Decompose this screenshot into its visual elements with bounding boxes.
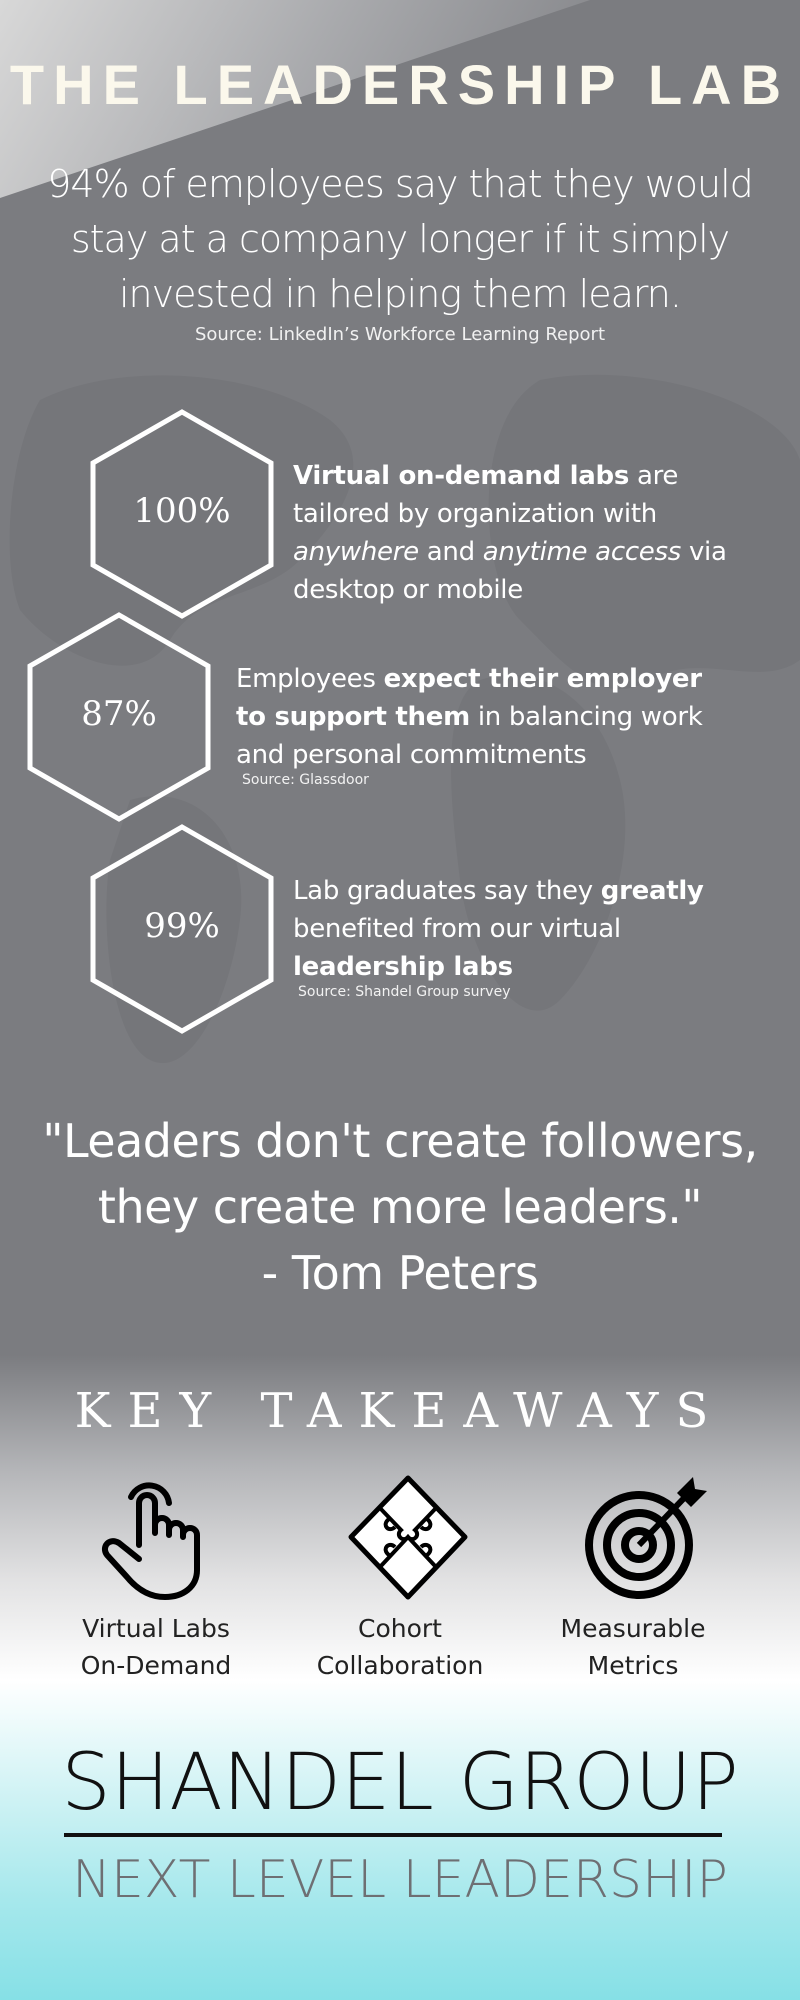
stat-text: Virtual on-demand labs xyxy=(293,461,630,491)
stat-text: leadership labs xyxy=(293,952,513,982)
stat-text: benefited from our virtual xyxy=(293,914,621,944)
world-map-graphic xyxy=(9,374,800,1064)
puzzle-icon xyxy=(348,1475,468,1600)
takeaway-label: Measurable xyxy=(560,1614,706,1643)
lead-source: Source: LinkedIn’s Workforce Learning Re… xyxy=(194,324,606,345)
stat-description: Lab graduates say they greatly benefited… xyxy=(293,872,713,986)
takeaway-cohort: Cohort Collaboration xyxy=(280,1610,520,1684)
stat-text: Employees xyxy=(236,664,384,694)
stat-text: expect their employer to support them xyxy=(236,664,702,732)
hexagon-frame xyxy=(90,824,274,1034)
stat-text: Lab graduates say they xyxy=(293,876,601,906)
takeaway-label: On-Demand xyxy=(80,1651,232,1680)
takeaway-virtual-labs: Virtual Labs On-Demand xyxy=(36,1610,276,1684)
stat-text: anywhere xyxy=(293,537,419,567)
stat-description: Employees expect their employer to suppo… xyxy=(236,660,706,774)
stat-text: via desktop or mobile xyxy=(293,537,727,605)
lead-line: 94% of employees say that they would xyxy=(47,162,754,206)
stat-text: anytime access xyxy=(482,537,682,567)
stat-value: 87% xyxy=(81,694,157,734)
quote: "Leaders don't create followers, they cr… xyxy=(0,1108,800,1306)
stat-description: Virtual on-demand labs are tailored by o… xyxy=(293,457,773,609)
quote-author: - Tom Peters xyxy=(261,1246,539,1300)
brand-tagline: NEXT LEVEL LEADERSHIP xyxy=(72,1850,728,1910)
quote-line: "Leaders don't create followers, xyxy=(42,1114,758,1168)
stat-source: Source: Glassdoor xyxy=(242,772,369,788)
takeaway-label: Virtual Labs xyxy=(82,1614,230,1643)
stat-text: in balancing work and personal commitmen… xyxy=(236,702,703,770)
stat-source: Source: Shandel Group survey xyxy=(298,984,511,1000)
lead-statistic: 94% of employees say that they would sta… xyxy=(0,157,800,322)
quote-line: they create more leaders." xyxy=(97,1180,703,1234)
stat-text: and xyxy=(418,537,483,567)
page-title: THE LEADERSHIP LAB xyxy=(9,53,791,116)
stat-value: 99% xyxy=(144,906,220,946)
target-icon xyxy=(585,1477,707,1599)
takeaways-title: KEY TAKEAWAYS xyxy=(74,1383,726,1439)
hexagon-frame xyxy=(27,612,211,822)
takeaway-metrics: Measurable Metrics xyxy=(513,1610,753,1684)
stat-text: greatly xyxy=(600,876,704,906)
hand-pointer-icon xyxy=(101,1482,200,1600)
brand-divider xyxy=(64,1833,722,1837)
stat-value: 100% xyxy=(133,491,231,531)
hexagon-frame xyxy=(90,409,274,619)
takeaway-label: Collaboration xyxy=(316,1651,484,1680)
takeaway-label: Cohort xyxy=(358,1614,442,1643)
lead-line: stay at a company longer if it simply xyxy=(70,217,730,261)
takeaway-label: Metrics xyxy=(587,1651,679,1680)
stat-text: are tailored by organization with xyxy=(293,461,679,529)
lead-line: invested in helping them learn. xyxy=(119,272,682,316)
brand-logo: SHANDEL GROUP xyxy=(61,1738,739,1828)
